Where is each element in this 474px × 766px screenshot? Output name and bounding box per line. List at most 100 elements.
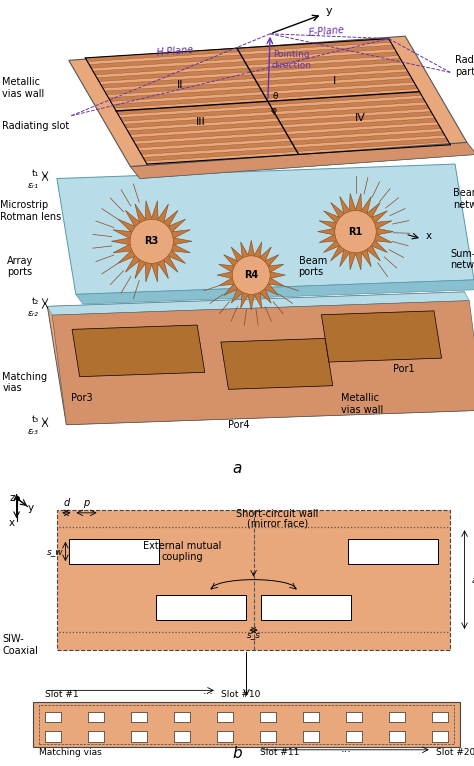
- Text: x: x: [9, 519, 15, 529]
- Polygon shape: [128, 112, 433, 135]
- Polygon shape: [318, 194, 393, 270]
- Bar: [346, 731, 362, 742]
- Polygon shape: [100, 65, 406, 88]
- Text: E-Plane: E-Plane: [308, 25, 345, 38]
- Text: Por1: Por1: [393, 365, 415, 375]
- Text: Slot #10: Slot #10: [221, 690, 261, 699]
- Polygon shape: [132, 118, 437, 141]
- Polygon shape: [52, 300, 474, 424]
- Text: t₂: t₂: [32, 296, 39, 306]
- Polygon shape: [143, 138, 448, 161]
- Text: y: y: [326, 5, 333, 15]
- Bar: [69, 538, 159, 564]
- Bar: [217, 731, 233, 742]
- Bar: [156, 595, 246, 620]
- Text: R3: R3: [145, 236, 159, 247]
- Text: Slot #11: Slot #11: [260, 748, 299, 758]
- Text: Slot #1: Slot #1: [45, 690, 79, 699]
- Text: θ: θ: [273, 92, 278, 101]
- Text: s_w: s_w: [46, 547, 63, 556]
- Text: Matching vias: Matching vias: [39, 748, 101, 758]
- Bar: [260, 712, 276, 722]
- Text: y: y: [28, 502, 34, 512]
- Text: (mirror face): (mirror face): [246, 518, 308, 528]
- Text: Short-circuit wall: Short-circuit wall: [236, 509, 319, 519]
- Text: Slot #20: Slot #20: [436, 748, 474, 758]
- Polygon shape: [221, 339, 333, 389]
- Text: H-Plane: H-Plane: [156, 44, 195, 57]
- Bar: [303, 712, 319, 722]
- Text: Microstrip
Rotman lens: Microstrip Rotman lens: [0, 200, 61, 222]
- Polygon shape: [120, 98, 426, 121]
- Bar: [389, 731, 405, 742]
- Bar: [57, 509, 450, 650]
- Bar: [261, 595, 351, 620]
- Text: External mutual
coupling: External mutual coupling: [143, 541, 222, 562]
- Text: IV: IV: [356, 113, 366, 123]
- Text: s_s: s_s: [246, 630, 261, 639]
- Polygon shape: [130, 142, 474, 178]
- Bar: [88, 731, 104, 742]
- Text: φ: φ: [270, 106, 276, 116]
- Polygon shape: [72, 325, 205, 377]
- Bar: [45, 731, 61, 742]
- Text: Por4: Por4: [228, 420, 249, 430]
- Bar: [174, 712, 190, 722]
- Text: Metallic
vias wall: Metallic vias wall: [2, 77, 45, 99]
- Bar: [45, 712, 61, 722]
- Text: Beam
ports: Beam ports: [299, 256, 327, 277]
- Text: Beamforming
networks: Beamforming networks: [453, 188, 474, 210]
- Text: p: p: [83, 498, 90, 508]
- Bar: [432, 712, 448, 722]
- Text: ···: ···: [203, 689, 214, 699]
- Text: Pointing
direction: Pointing direction: [272, 50, 311, 70]
- Bar: [389, 712, 405, 722]
- Polygon shape: [124, 105, 429, 128]
- Polygon shape: [130, 142, 474, 178]
- Text: b: b: [232, 746, 242, 761]
- Polygon shape: [57, 164, 474, 294]
- Text: Matching
vias: Matching vias: [2, 372, 47, 393]
- Bar: [88, 712, 104, 722]
- Text: R1: R1: [348, 227, 363, 237]
- Bar: [33, 702, 460, 747]
- Text: Metallic
vias wall: Metallic vias wall: [341, 393, 383, 415]
- Text: d: d: [63, 498, 70, 508]
- Polygon shape: [116, 92, 421, 115]
- Text: Array
ports: Array ports: [7, 256, 33, 277]
- Polygon shape: [69, 36, 467, 166]
- Text: III: III: [196, 117, 206, 127]
- Bar: [432, 731, 448, 742]
- Polygon shape: [111, 201, 192, 282]
- Polygon shape: [139, 132, 445, 155]
- Polygon shape: [112, 85, 418, 108]
- Circle shape: [130, 219, 173, 264]
- Text: Por3: Por3: [71, 393, 93, 404]
- Text: a: a: [232, 461, 242, 476]
- Text: x: x: [426, 231, 432, 241]
- Polygon shape: [89, 45, 395, 68]
- Polygon shape: [47, 292, 469, 315]
- Text: εᵣ₁: εᵣ₁: [28, 182, 39, 190]
- Polygon shape: [76, 280, 474, 304]
- Text: Radiating
part: Radiating part: [455, 55, 474, 77]
- Bar: [346, 712, 362, 722]
- Bar: [131, 712, 147, 722]
- Text: z: z: [9, 493, 15, 503]
- Bar: [348, 538, 438, 564]
- Polygon shape: [93, 52, 399, 75]
- Bar: [174, 731, 190, 742]
- Text: ···: ···: [340, 747, 351, 758]
- Text: I: I: [333, 76, 336, 86]
- Bar: [217, 712, 233, 722]
- Bar: [39, 705, 454, 744]
- Text: εᵣ₂: εᵣ₂: [28, 309, 39, 318]
- Polygon shape: [97, 58, 402, 81]
- Polygon shape: [321, 311, 442, 362]
- Polygon shape: [47, 292, 474, 424]
- Text: εᵣ₃: εᵣ₃: [28, 427, 39, 437]
- Bar: [260, 731, 276, 742]
- Polygon shape: [136, 125, 441, 148]
- Text: Sum-difference
network: Sum-difference network: [450, 248, 474, 270]
- Polygon shape: [217, 241, 285, 309]
